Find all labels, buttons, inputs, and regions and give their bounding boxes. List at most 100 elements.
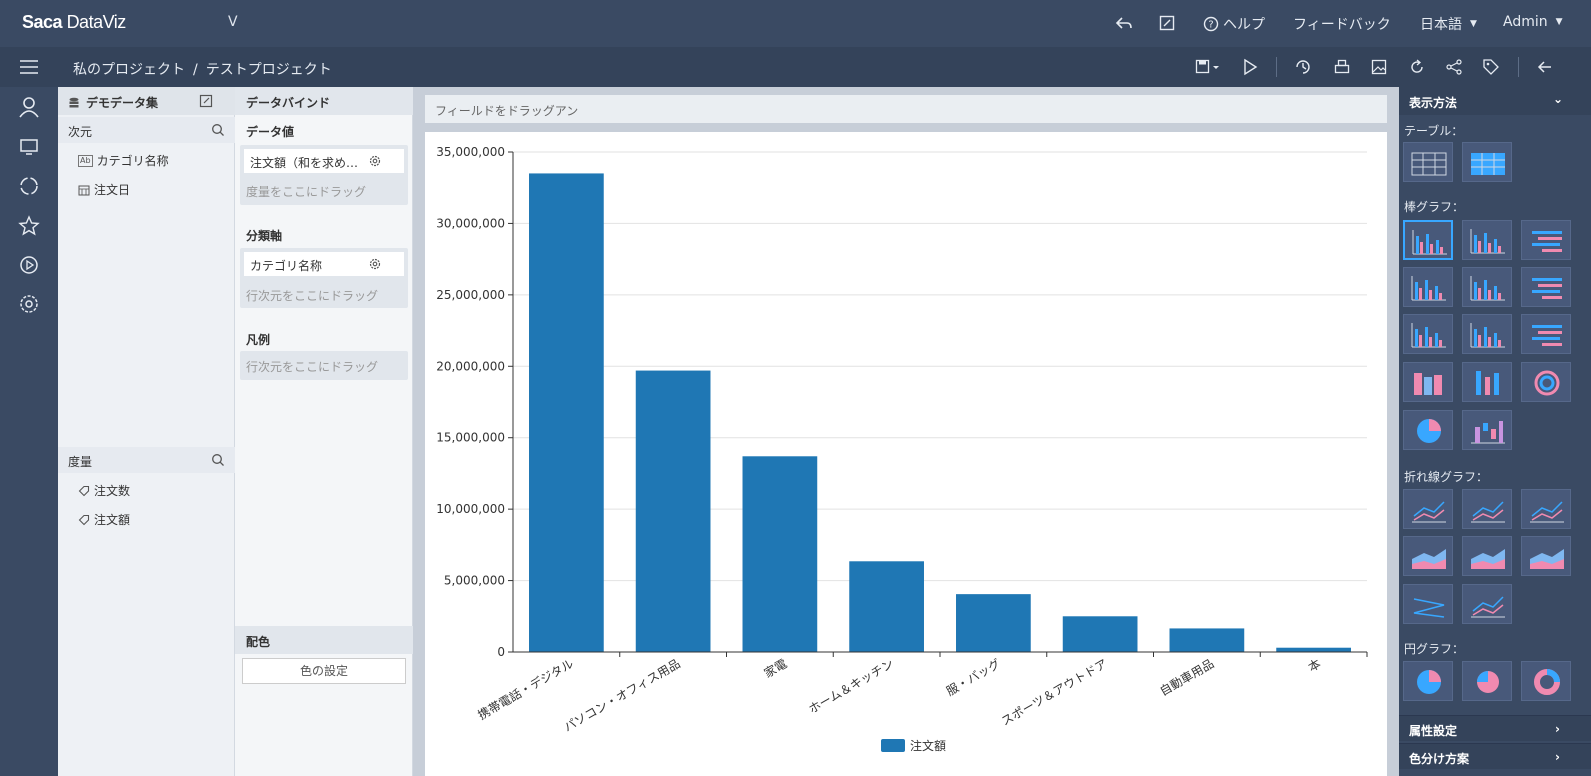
dimension-item-order-date[interactable]: 注文日 xyxy=(78,181,130,198)
table-type-pivot[interactable] xyxy=(1462,142,1512,182)
bar-type-horizontal[interactable] xyxy=(1521,220,1571,260)
search-icon[interactable] xyxy=(211,123,225,137)
image-export-button[interactable] xyxy=(1369,57,1389,77)
gear-icon[interactable] xyxy=(368,257,382,271)
bar[interactable] xyxy=(1169,628,1245,652)
bar-type-grouped[interactable] xyxy=(1403,220,1453,260)
bar-type-3d[interactable] xyxy=(1403,362,1453,402)
display-method-header[interactable]: 表示方法 ⌄ xyxy=(1399,87,1591,115)
undo-icon xyxy=(1115,17,1132,29)
gear-icon[interactable] xyxy=(368,154,382,168)
color-settings-button[interactable]: 色の設定 xyxy=(242,658,406,684)
search-icon[interactable] xyxy=(211,453,225,467)
area-type-stacked[interactable] xyxy=(1403,536,1453,576)
values-section-label: データ値 xyxy=(246,125,295,139)
language-selector[interactable]: 日本語 ▼ xyxy=(1420,17,1477,33)
history-icon xyxy=(1296,60,1310,74)
breadcrumb-root[interactable]: 私のプロジェクト xyxy=(73,62,185,78)
pie-type-basic[interactable] xyxy=(1403,661,1453,701)
pie-type-2[interactable] xyxy=(1462,661,1512,701)
legend-swatch[interactable] xyxy=(881,739,905,752)
back-button[interactable] xyxy=(1535,57,1555,77)
line-type-4[interactable] xyxy=(1462,584,1512,624)
bar-type-grouped-2[interactable] xyxy=(1462,220,1512,260)
x-tick-label: ホーム＆キッチン xyxy=(806,656,896,716)
axis-chip[interactable]: カテゴリ名称 xyxy=(244,252,404,276)
color-section-header: 配色 xyxy=(235,626,413,654)
bar-type-polar[interactable] xyxy=(1403,410,1453,450)
bar-type-stacked-2[interactable] xyxy=(1462,267,1512,307)
undo-button[interactable] xyxy=(1115,14,1133,32)
top-bar: Saca DataViz V ? ヘルプ フィードバック 日本語 ▼ Admin… xyxy=(0,0,1591,47)
arrow-left-icon xyxy=(1537,61,1551,73)
measure-item-order-amount[interactable]: 注文額 xyxy=(78,511,130,528)
dataset-title[interactable]: デモデータ集 xyxy=(68,94,158,111)
values-chip[interactable]: 注文額（和を求め… xyxy=(244,149,404,173)
history-button[interactable] xyxy=(1293,57,1313,77)
data-bind-panel: データバインド データ値 注文額（和を求め… 度量をここにドラッグ 分類軸 カテ… xyxy=(235,87,413,776)
line-type-basic[interactable] xyxy=(1403,489,1453,529)
measure-item-order-count[interactable]: 注文数 xyxy=(78,482,130,499)
bar[interactable] xyxy=(1062,616,1138,652)
feedback-link[interactable]: フィードバック xyxy=(1293,17,1391,33)
print-button[interactable] xyxy=(1332,57,1352,77)
edit-icon[interactable] xyxy=(199,94,213,108)
line-type-2[interactable] xyxy=(1462,489,1512,529)
legend-drop-zone[interactable]: 行次元をここにドラッグ xyxy=(240,351,408,380)
field-panel: デモデータ集 次元 Ab カテゴリ名称 注文日 度量 注文数 注文額 xyxy=(58,87,235,776)
menu-icon[interactable] xyxy=(18,56,40,78)
dimension-item-category[interactable]: Ab カテゴリ名称 xyxy=(78,154,169,168)
bar-type-horizontal-3[interactable] xyxy=(1521,314,1571,354)
line-type-3[interactable] xyxy=(1521,489,1571,529)
values-drop-zone[interactable]: 注文額（和を求め… 度量をここにドラッグ xyxy=(240,145,408,205)
attribute-settings-header[interactable]: 属性設定 › xyxy=(1399,715,1591,741)
left-icon-rail xyxy=(0,87,58,776)
y-tick-label: 35,000,000 xyxy=(436,145,505,159)
monitor-icon[interactable] xyxy=(17,135,41,159)
chevron-right-icon: › xyxy=(1555,750,1560,764)
user-menu[interactable]: Admin ▼ xyxy=(1503,14,1563,30)
bar[interactable] xyxy=(849,561,924,652)
bar-type-column[interactable] xyxy=(1462,362,1512,402)
svg-text:?: ? xyxy=(1208,20,1213,31)
bar-type-horizontal-2[interactable] xyxy=(1521,267,1571,307)
tag-button[interactable] xyxy=(1481,57,1501,77)
bar[interactable] xyxy=(635,370,711,652)
preview-button[interactable] xyxy=(1240,57,1260,77)
app-logo[interactable]: Saca DataViz xyxy=(22,12,126,32)
share-button[interactable] xyxy=(1444,57,1464,77)
bar-type-percent[interactable] xyxy=(1403,314,1453,354)
bar-type-radial[interactable] xyxy=(1521,362,1571,402)
data-bind-header: データバインド xyxy=(235,87,413,115)
tag-icon xyxy=(78,514,90,525)
table-type-basic[interactable] xyxy=(1403,142,1453,182)
y-tick-label: 0 xyxy=(497,645,505,659)
pie-type-donut[interactable] xyxy=(1521,661,1571,701)
star-icon[interactable] xyxy=(17,214,41,238)
chart-type-panel: 表示方法 ⌄ テーブル： 棒グラフ： 折れ線グラフ： 円グラフ： 属性設定 › … xyxy=(1399,87,1591,776)
color-scheme-header[interactable]: 色分け方案 › xyxy=(1399,743,1591,769)
help-link[interactable]: ? ヘルプ xyxy=(1203,14,1265,34)
edit-button[interactable] xyxy=(1158,14,1176,32)
field-drop-bar[interactable]: フィールドをドラッグアン xyxy=(425,95,1387,123)
axis-drop-zone[interactable]: カテゴリ名称 行次元をここにドラッグ xyxy=(240,248,408,308)
refresh-button[interactable] xyxy=(1407,57,1427,77)
bar[interactable] xyxy=(1276,647,1351,652)
bar[interactable] xyxy=(529,173,604,652)
save-button[interactable] xyxy=(1195,57,1223,77)
play-circle-icon[interactable] xyxy=(17,253,41,277)
bar-type-waterfall[interactable] xyxy=(1462,410,1512,450)
bar-type-stacked[interactable] xyxy=(1403,267,1453,307)
image-icon xyxy=(1371,59,1387,75)
cycle-icon[interactable] xyxy=(17,174,41,198)
bar[interactable] xyxy=(956,594,1031,652)
user-icon[interactable] xyxy=(17,95,41,119)
legend-section-label: 凡例 xyxy=(246,333,271,347)
area-type-3[interactable] xyxy=(1521,536,1571,576)
area-type-2[interactable] xyxy=(1462,536,1512,576)
line-type-zigzag[interactable] xyxy=(1403,584,1453,624)
bar[interactable] xyxy=(742,456,818,652)
y-tick-label: 15,000,000 xyxy=(436,431,505,445)
settings-icon[interactable] xyxy=(17,292,41,316)
bar-type-percent-2[interactable] xyxy=(1462,314,1512,354)
